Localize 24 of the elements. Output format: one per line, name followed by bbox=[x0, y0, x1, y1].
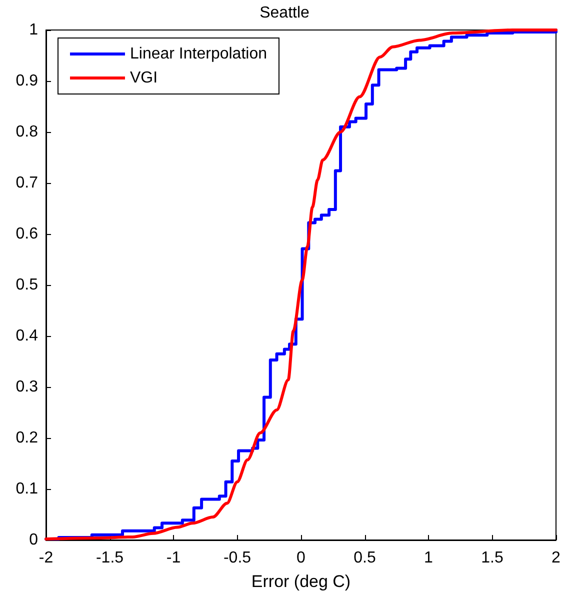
y-tick-label: 0.1 bbox=[16, 480, 38, 498]
y-tick-label: 1 bbox=[29, 22, 38, 38]
chart-title: Seattle bbox=[260, 4, 310, 22]
x-tick-label: -2 bbox=[38, 550, 54, 566]
x-tick-label: -0.5 bbox=[223, 550, 252, 566]
y-tick-label: 0.2 bbox=[16, 430, 38, 446]
legend-label: Linear Interpolation bbox=[130, 46, 267, 62]
y-tick-label: 0 bbox=[29, 532, 38, 548]
x-axis-title: Error (deg C) bbox=[251, 572, 351, 591]
x-tick-label: 1 bbox=[424, 550, 434, 566]
y-tick-label: 0.7 bbox=[16, 174, 38, 192]
y-tick-label: 0.6 bbox=[16, 226, 38, 242]
x-tick-label: 2 bbox=[552, 550, 561, 566]
x-tick-label: 1.5 bbox=[481, 550, 504, 566]
x-tick-label: 0.5 bbox=[354, 550, 376, 566]
x-tick-label: 0 bbox=[296, 550, 306, 566]
y-tick-label: 0.3 bbox=[16, 378, 38, 396]
y-tick-label: 0.5 bbox=[16, 276, 38, 294]
legend-label: VGI bbox=[130, 70, 158, 86]
x-tick-label: -1.5 bbox=[96, 550, 124, 566]
y-tick-label: 0.9 bbox=[16, 72, 38, 90]
y-tick-label: 0.4 bbox=[16, 328, 38, 344]
y-tick-label: 0.8 bbox=[16, 124, 38, 140]
x-tick-label: -1 bbox=[166, 550, 181, 566]
